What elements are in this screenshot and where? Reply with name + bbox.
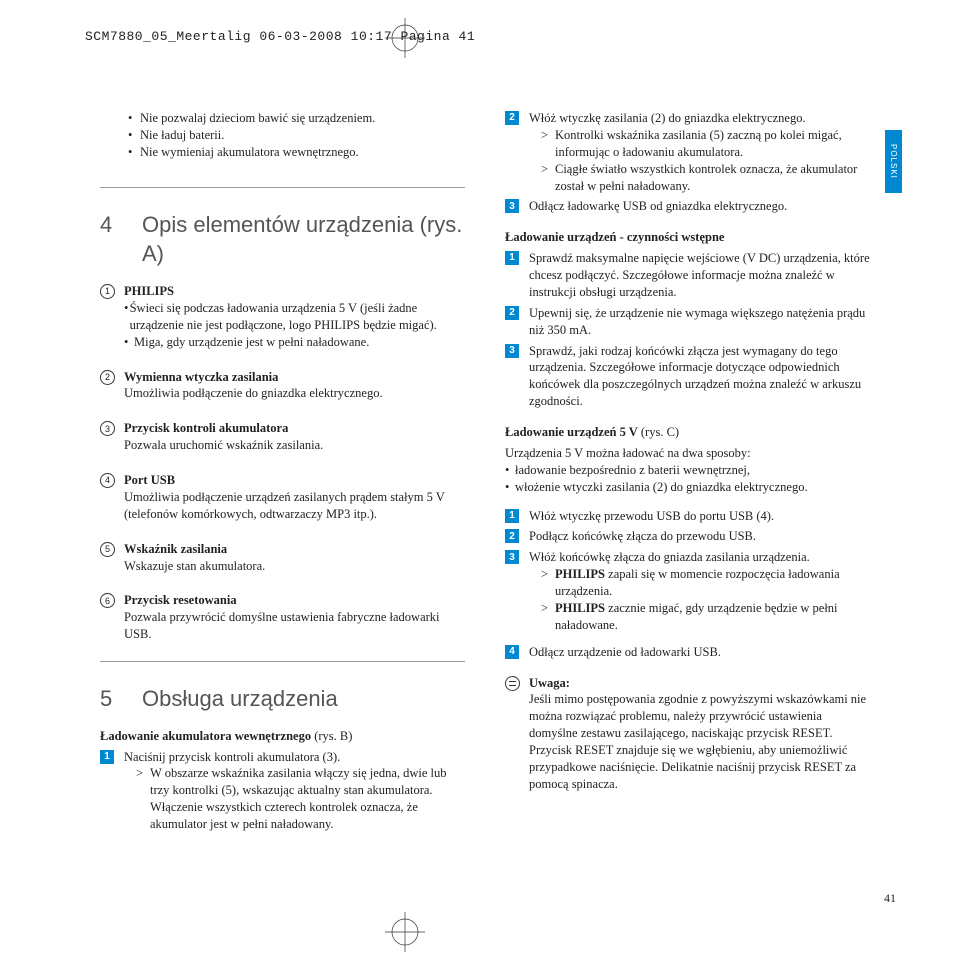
right-column: 2 Włóż wtyczkę zasilania (2) do gniazdka… [505,110,870,837]
component-item-2: 2 Wymienna wtyczka zasilania Umożliwia p… [100,369,465,403]
circled-number-icon: 6 [100,593,115,608]
item-title: PHILIPS [124,283,465,300]
left-column: •Nie pozwalaj dzieciom bawić się urządze… [100,110,465,837]
step-number-icon: 1 [505,251,519,265]
item-desc: Umożliwia podłączenie urządzeń zasilanyc… [124,489,465,523]
item-desc: Wskazuje stan akumulatora. [124,558,465,575]
note-icon [505,676,520,691]
prelim-step-2: 2 Upewnij się, że urządzenie nie wymaga … [505,305,870,339]
charge-step-2: 2 Podłącz końcówkę złącza do przewodu US… [505,528,870,545]
note-title: Uwaga: [529,675,870,692]
section-number: 5 [100,684,142,714]
intro-bullet: Nie wymieniaj akumulatora wewnętrznego. [140,144,359,161]
section-4-heading: 4 Opis elementów urządzenia (rys. A) [100,210,465,269]
step-text: Włóż wtyczkę zasilania (2) do gniazdka e… [529,110,870,127]
page-number: 41 [884,891,896,906]
subheading-internal-charging: Ładowanie akumulatora wewnętrznego (rys.… [100,728,465,745]
section-rule [100,187,465,188]
note-body: Jeśli mimo postępowania zgodnie z powyżs… [529,691,870,792]
step-sub: Ciągłe światło wszystkich kontrolek ozna… [555,161,870,195]
step-text: Włóż końcówkę złącza do gniazda zasilani… [529,549,870,566]
section-title: Opis elementów urządzenia (rys. A) [142,210,465,269]
step-sub: Kontrolki wskaźnika zasilania (5) zaczną… [555,127,870,161]
intro-bullets: •Nie pozwalaj dzieciom bawić się urządze… [100,110,465,161]
prelim-step-1: 1 Sprawdź maksymalne napięcie wejściowe … [505,250,870,301]
subheading-charge-5v: Ładowanie urządzeń 5 V (rys. C) [505,424,870,441]
item-desc: Pozwala uruchomić wskaźnik zasilania. [124,437,465,454]
component-item-4: 4 Port USB Umożliwia podłączenie urządze… [100,472,465,523]
circled-number-icon: 1 [100,284,115,299]
option-bullet: włożenie wtyczki zasilania (2) do gniazd… [515,479,808,496]
step-number-icon: 3 [505,199,519,213]
intro-bullet: Nie ładuj baterii. [140,127,224,144]
step-number-icon: 1 [505,509,519,523]
step-number-icon: 2 [505,111,519,125]
circled-number-icon: 3 [100,421,115,436]
subheading-prelim: Ładowanie urządzeń - czynności wstępne [505,230,724,244]
step-number-icon: 4 [505,645,519,659]
charge-step-1: 1 Włóż wtyczkę przewodu USB do portu USB… [505,508,870,525]
language-tab: POLSKI [885,130,902,193]
circled-number-icon: 4 [100,473,115,488]
charge-step-4: 4 Odłącz urządzenie od ładowarki USB. [505,644,870,661]
circled-number-icon: 2 [100,370,115,385]
section-number: 4 [100,210,142,240]
step-3: 3 Odłącz ładowarkę USB od gniazdka elekt… [505,198,870,215]
step-2: 2 Włóż wtyczkę zasilania (2) do gniazdka… [505,110,870,194]
step-number-icon: 2 [505,529,519,543]
step-number-icon: 3 [505,344,519,358]
item-title: Przycisk resetowania [124,592,465,609]
circled-number-icon: 5 [100,542,115,557]
section-rule [100,661,465,662]
item-desc: Pozwala przywrócić domyślne ustawienia f… [124,609,465,643]
intro-bullet: Nie pozwalaj dzieciom bawić się urządzen… [140,110,375,127]
item-bullet: Miga, gdy urządzenie jest w pełni nałado… [134,334,369,351]
charge-step-3: 3 Włóż końcówkę złącza do gniazda zasila… [505,549,870,633]
step-sub: PHILIPS zapali się w momencie rozpoczęci… [555,566,870,600]
step-text: Odłącz ładowarkę USB od gniazdka elektry… [529,198,870,215]
component-item-3: 3 Przycisk kontroli akumulatora Pozwala … [100,420,465,454]
step-1: 1 Naciśnij przycisk kontroli akumulatora… [100,749,465,833]
component-item-1: 1 PHILIPS •Świeci się podczas ładowania … [100,283,465,351]
prelim-step-3: 3 Sprawdź, jaki rodzaj końcówki złącza j… [505,343,870,411]
item-title: Wymienna wtyczka zasilania [124,369,465,386]
component-item-5: 5 Wskaźnik zasilania Wskazuje stan akumu… [100,541,465,575]
document-header: SCM7880_05_Meertalig 06-03-2008 10:17 Pa… [85,29,475,44]
item-bullet: Świeci się podczas ładowania urządzenia … [130,300,465,334]
item-desc: Umożliwia podłączenie do gniazdka elektr… [124,385,465,402]
step-text: Naciśnij przycisk kontroli akumulatora (… [124,749,465,766]
step-number-icon: 2 [505,306,519,320]
component-item-6: 6 Przycisk resetowania Pozwala przywróci… [100,592,465,643]
item-title: Wskaźnik zasilania [124,541,465,558]
page-body: •Nie pozwalaj dzieciom bawić się urządze… [100,110,870,837]
step-sub: W obszarze wskaźnika zasilania włączy si… [150,765,465,833]
intro-text: Urządzenia 5 V można ładować na dwa spos… [505,445,870,462]
item-title: Port USB [124,472,465,489]
step-number-icon: 1 [100,750,114,764]
step-sub: PHILIPS zacznie migać, gdy urządzenie bę… [555,600,870,634]
section-title: Obsługa urządzenia [142,684,338,714]
crop-mark-bottom [385,912,425,952]
step-number-icon: 3 [505,550,519,564]
note-block: Uwaga: Jeśli mimo postępowania zgodnie z… [505,675,870,793]
item-title: Przycisk kontroli akumulatora [124,420,465,437]
option-bullet: ładowanie bezpośrednio z baterii wewnętr… [515,462,750,479]
section-5-heading: 5 Obsługa urządzenia [100,684,465,714]
